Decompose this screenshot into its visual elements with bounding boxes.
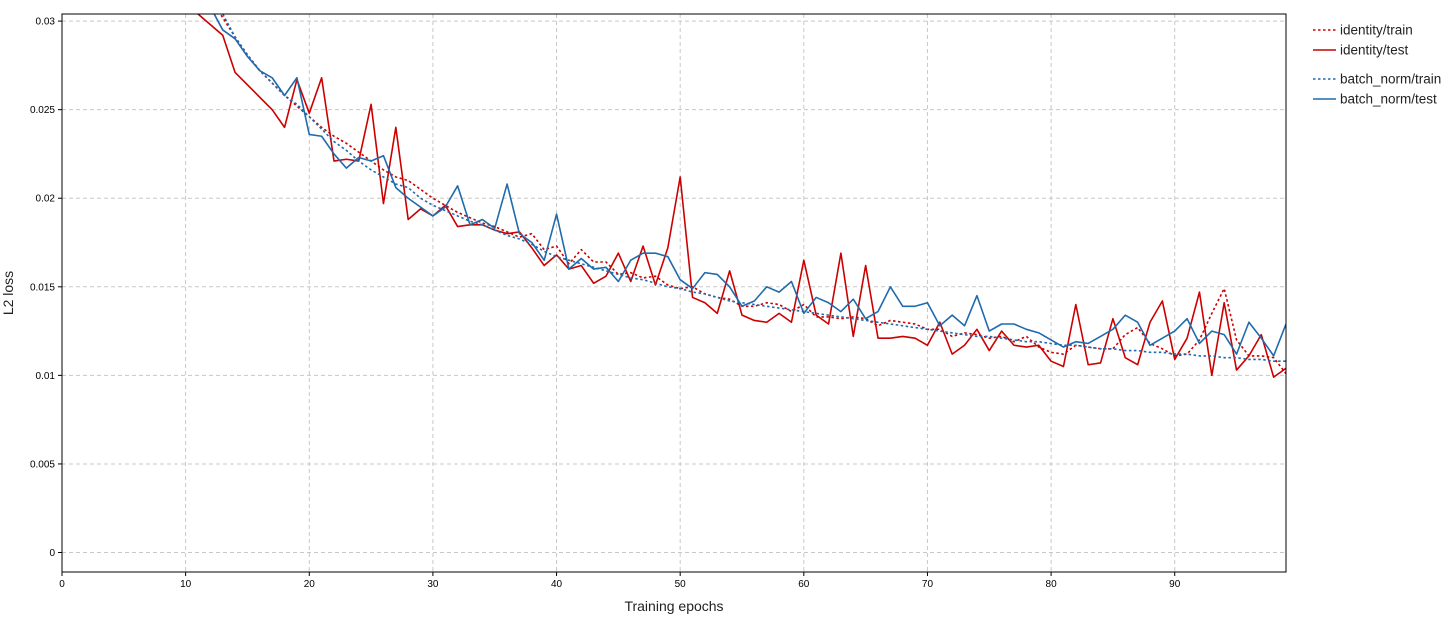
- x-tick-label: 0: [59, 579, 65, 590]
- y-tick-label: 0.015: [30, 282, 55, 293]
- y-tick-label: 0.01: [36, 371, 56, 382]
- y-tick-label: 0.025: [30, 105, 55, 116]
- series-line-batch-norm-test: [213, 14, 1286, 357]
- x-tick-label: 70: [922, 579, 934, 590]
- y-tick-label: 0.02: [36, 194, 56, 205]
- y-axis-title: L2 loss: [0, 271, 16, 315]
- legend-label: batch_norm/test: [1340, 92, 1437, 107]
- x-tick-label: 50: [675, 579, 687, 590]
- series-line-batch-norm-train: [221, 14, 1286, 363]
- series-group: [197, 14, 1286, 378]
- legend: identity/train identity/test batch_norm/tr…: [1313, 23, 1441, 107]
- series-line-identity-test: [197, 14, 1286, 378]
- grid: [62, 14, 1286, 572]
- legend-label: batch_norm/train: [1340, 72, 1441, 87]
- x-tick-label: 80: [1046, 579, 1058, 590]
- x-tick-label: 10: [180, 579, 192, 590]
- x-tick-label: 30: [427, 579, 439, 590]
- y-tick-label: 0.005: [30, 459, 55, 470]
- x-axis-title: Training epochs: [624, 598, 723, 614]
- axis-ticks: 0 10 20 30 40 50 60 70 80 90 0 0.005 0.01 0.015 0.02 0.…: [30, 17, 1181, 590]
- plot-frame: [61, 13, 1287, 573]
- legend-label: identity/train: [1340, 23, 1413, 38]
- y-tick-label: 0: [49, 548, 55, 559]
- y-tick-label: 0.03: [36, 17, 56, 28]
- x-tick-label: 40: [551, 579, 563, 590]
- x-tick-label: 60: [798, 579, 810, 590]
- legend-label: identity/test: [1340, 43, 1409, 58]
- x-tick-label: 20: [304, 579, 316, 590]
- x-tick-label: 90: [1169, 579, 1181, 590]
